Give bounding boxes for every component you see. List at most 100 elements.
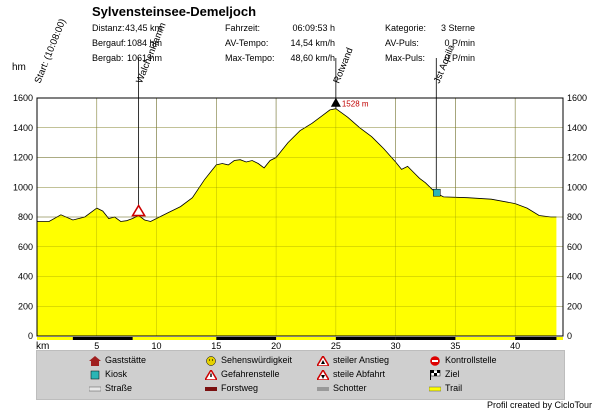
road-icon — [88, 384, 102, 394]
y-tick-label-right: 1000 — [567, 182, 587, 192]
y-tick-label-left: 1600 — [13, 93, 33, 103]
y-axis-label-left: hm — [12, 62, 26, 73]
legend-label: steiler Anstieg — [333, 355, 390, 365]
peak-icon — [330, 97, 341, 107]
legend-label: Straße — [105, 383, 133, 393]
elevation-area — [37, 108, 557, 336]
stat-value: 1061 hm — [127, 53, 162, 63]
plot-frame — [36, 97, 564, 337]
kiosk-icon — [433, 188, 441, 197]
x-tick-label: 35 — [450, 341, 460, 351]
elevation-series — [37, 97, 563, 337]
legend-label: Gefahrenstelle — [221, 369, 280, 379]
stat-label: Kategorie: — [385, 23, 426, 33]
trail-bar-segment — [335, 337, 396, 340]
warning-icon — [203, 368, 219, 381]
stat-label: Bergab: — [92, 53, 124, 63]
y-tick-label-right: 1600 — [567, 93, 587, 103]
stat-label: Max-Tempo: — [225, 53, 275, 63]
legend-label: Kontrollstelle — [445, 355, 497, 365]
stat-value: 0 P/min — [444, 38, 475, 48]
annotation-label: Start: (10:08:00) — [33, 17, 69, 85]
trail-bar-segment — [72, 337, 133, 340]
stat-value: 3 Sterne — [441, 23, 475, 33]
trail-bar-segment — [395, 337, 456, 340]
legend-item: Kiosk — [89, 369, 127, 380]
legend-item: steile Abfahrt — [315, 368, 386, 381]
stat-label: Bergauf: — [92, 38, 126, 48]
stat-value: 43,45 km — [125, 23, 162, 33]
warning-icon — [131, 203, 147, 217]
legend-item: Forstweg — [205, 383, 258, 394]
x-tick-label: 5 — [94, 341, 99, 351]
annotation-label: Rotwand — [331, 46, 355, 85]
y-tick-label-right: 600 — [567, 242, 582, 252]
annotation-label: Jst Aquila — [432, 43, 458, 85]
gravel-icon — [317, 384, 329, 394]
legend-label: Ziel — [445, 369, 460, 379]
trail-type-bar — [37, 337, 563, 340]
y-tick-label-right: 200 — [567, 301, 582, 311]
stat-value: 14,54 km/h — [290, 38, 335, 48]
legend-item: Schotter — [317, 383, 367, 394]
y-tick-label-right: 800 — [567, 212, 582, 222]
legend-label: Sehenswürdigkeit — [221, 355, 293, 365]
trail-bar-segment — [216, 337, 277, 340]
credit-text: Profil created by CicloTour — [486, 400, 592, 410]
plot-border — [36, 97, 564, 337]
x-tick-label: 40 — [510, 341, 520, 351]
x-tick-label: 10 — [152, 341, 162, 351]
legend-item: Straße — [88, 383, 133, 394]
chart-title: Sylvensteinsee-Demeljoch — [92, 4, 256, 19]
legend-item: Gaststätte — [89, 355, 146, 366]
legend-label: Schotter — [333, 383, 367, 393]
y-tick-label-left: 1400 — [13, 123, 33, 133]
y-tick-label-right: 1400 — [567, 123, 587, 133]
peak-label: 1528 m — [342, 100, 369, 109]
legend-label: Gaststätte — [105, 355, 147, 365]
trail-bar-base — [37, 337, 563, 340]
stat-value: 48,60 km/h — [290, 53, 335, 63]
flag-icon — [429, 369, 441, 380]
warning-up-icon — [315, 354, 331, 367]
stat-value: 06:09:53 h — [292, 23, 335, 33]
stat-label: Max-Puls: — [385, 53, 425, 63]
y-tick-label-left: 1200 — [13, 153, 33, 163]
y-tick-label-left: 0 — [28, 331, 33, 341]
legend: Gaststätte Sehenswürdigkeit steiler Anstie… — [36, 350, 565, 400]
stat-value: 0 P/min — [444, 53, 475, 63]
x-tick-label: 30 — [391, 341, 401, 351]
x-tick-label: 15 — [211, 341, 221, 351]
y-tick-label-left: 1000 — [13, 182, 33, 192]
x-axis-label: km — [36, 341, 49, 352]
legend-label: Trail — [445, 383, 463, 393]
forest-road-icon — [205, 384, 217, 394]
legend-label: Forstweg — [221, 383, 259, 393]
legend-item: Gefahrenstelle — [203, 368, 280, 381]
y-tick-label-right: 1200 — [567, 153, 587, 163]
legend-label: steile Abfahrt — [333, 369, 386, 379]
legend-item: Ziel — [429, 369, 460, 380]
warning-down-icon — [315, 368, 331, 381]
stat-label: AV-Puls: — [385, 38, 419, 48]
x-tick-label: 25 — [331, 341, 341, 351]
elevation-line — [37, 108, 557, 222]
stop-icon — [429, 355, 441, 366]
stat-value: 1084 hm — [127, 38, 162, 48]
legend-item: steiler Anstieg — [315, 354, 390, 367]
smiley-icon — [205, 355, 217, 366]
legend-item: Kontrollstelle — [429, 355, 497, 366]
legend-item: Trail — [428, 383, 463, 394]
y-tick-label-left: 800 — [18, 212, 33, 222]
y-tick-label-right: 400 — [567, 272, 582, 282]
trail-bar-segment — [515, 337, 557, 340]
stat-label: AV-Tempo: — [225, 38, 268, 48]
y-tick-labels: 0 0 200 200 400 400 600 600 800 800 1000 1000 1200 12… — [13, 93, 587, 341]
legend-label: Kiosk — [105, 369, 128, 379]
trail-icon — [428, 384, 442, 394]
stat-label: Fahrzeit: — [225, 23, 260, 33]
y-tick-label-left: 200 — [18, 301, 33, 311]
x-tick-label: 20 — [271, 341, 281, 351]
x-tick-labels: 5 10 15 20 25 30 35 40 — [94, 341, 520, 351]
